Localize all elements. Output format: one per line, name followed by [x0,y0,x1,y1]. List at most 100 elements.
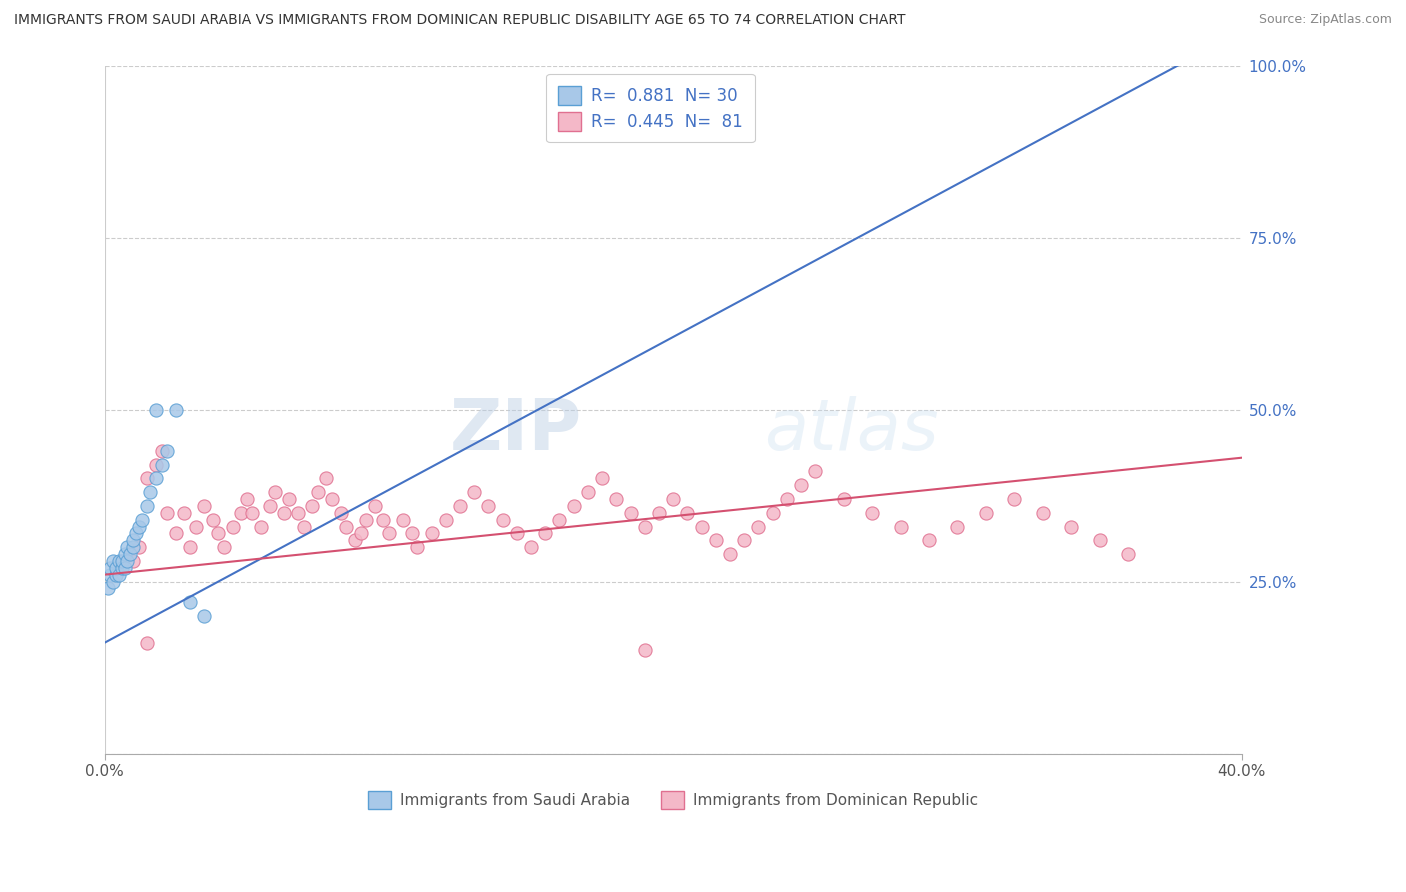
Point [477,499,499,513]
Point [278,491,301,506]
Point [321,491,343,506]
Point [434,513,457,527]
Point [918,533,941,548]
Point [449,499,471,513]
Point [315,471,337,485]
Point [207,526,229,541]
Point [103,554,125,568]
Point [145,402,167,417]
Point [145,458,167,472]
Point [287,506,309,520]
Point [111,554,134,568]
Point [804,465,827,479]
Text: ZIP: ZIP [450,396,582,465]
Point [122,554,145,568]
Point [236,491,259,506]
Point [1088,533,1111,548]
Point [259,499,281,513]
Point [179,595,201,609]
Point [105,567,128,582]
Point [145,471,167,485]
Point [1002,491,1025,506]
Point [292,519,315,533]
Text: Source: ZipAtlas.com: Source: ZipAtlas.com [1258,13,1392,27]
Point [832,491,855,506]
Point [946,519,969,533]
Point [122,540,145,554]
Point [221,519,243,533]
Point [150,458,173,472]
Point [762,506,785,520]
Point [131,513,153,527]
Point [307,485,329,500]
Point [1116,547,1139,561]
Point [420,526,443,541]
Point [1032,506,1054,520]
Point [165,526,187,541]
Point [534,526,557,541]
Point [96,582,118,596]
Point [273,506,295,520]
Point [634,519,657,533]
Point [193,499,215,513]
Point [98,567,121,582]
Point [229,506,252,520]
Point [576,485,599,500]
Point [114,561,136,575]
Point [733,533,755,548]
Point [173,506,195,520]
Point [520,540,543,554]
Point [103,574,125,589]
Point [136,471,159,485]
Point [165,402,187,417]
Point [128,519,150,533]
Point [747,519,769,533]
Point [117,554,139,568]
Point [378,526,401,541]
Point [860,506,883,520]
Point [704,533,727,548]
Point [120,547,142,561]
Point [105,561,128,575]
Point [562,499,585,513]
Point [1060,519,1083,533]
Text: atlas: atlas [763,396,939,465]
Point [201,513,224,527]
Point [122,533,145,548]
Point [329,506,352,520]
Point [117,540,139,554]
Point [136,499,159,513]
Point [139,485,162,500]
Point [108,554,131,568]
Text: IMMIGRANTS FROM SAUDI ARABIA VS IMMIGRANTS FROM DOMINICAN REPUBLIC DISABILITY AG: IMMIGRANTS FROM SAUDI ARABIA VS IMMIGRAN… [14,13,905,28]
Point [179,540,201,554]
Point [108,567,131,582]
Point [790,478,813,492]
Point [974,506,997,520]
Point [548,513,571,527]
Point [335,519,357,533]
Point [343,533,366,548]
Point [619,506,641,520]
Point [150,443,173,458]
Point [264,485,287,500]
Point [125,526,148,541]
Point [250,519,273,533]
Point [301,499,323,513]
Point [605,491,627,506]
Point [676,506,699,520]
Point [648,506,671,520]
Legend: Immigrants from Saudi Arabia, Immigrants from Dominican Republic: Immigrants from Saudi Arabia, Immigrants… [363,785,984,814]
Point [890,519,912,533]
Point [114,547,136,561]
Point [193,609,215,624]
Point [349,526,371,541]
Point [136,636,159,650]
Point [128,540,150,554]
Point [364,499,387,513]
Point [718,547,741,561]
Point [242,506,264,520]
Point [406,540,429,554]
Point [776,491,799,506]
Point [634,643,657,657]
